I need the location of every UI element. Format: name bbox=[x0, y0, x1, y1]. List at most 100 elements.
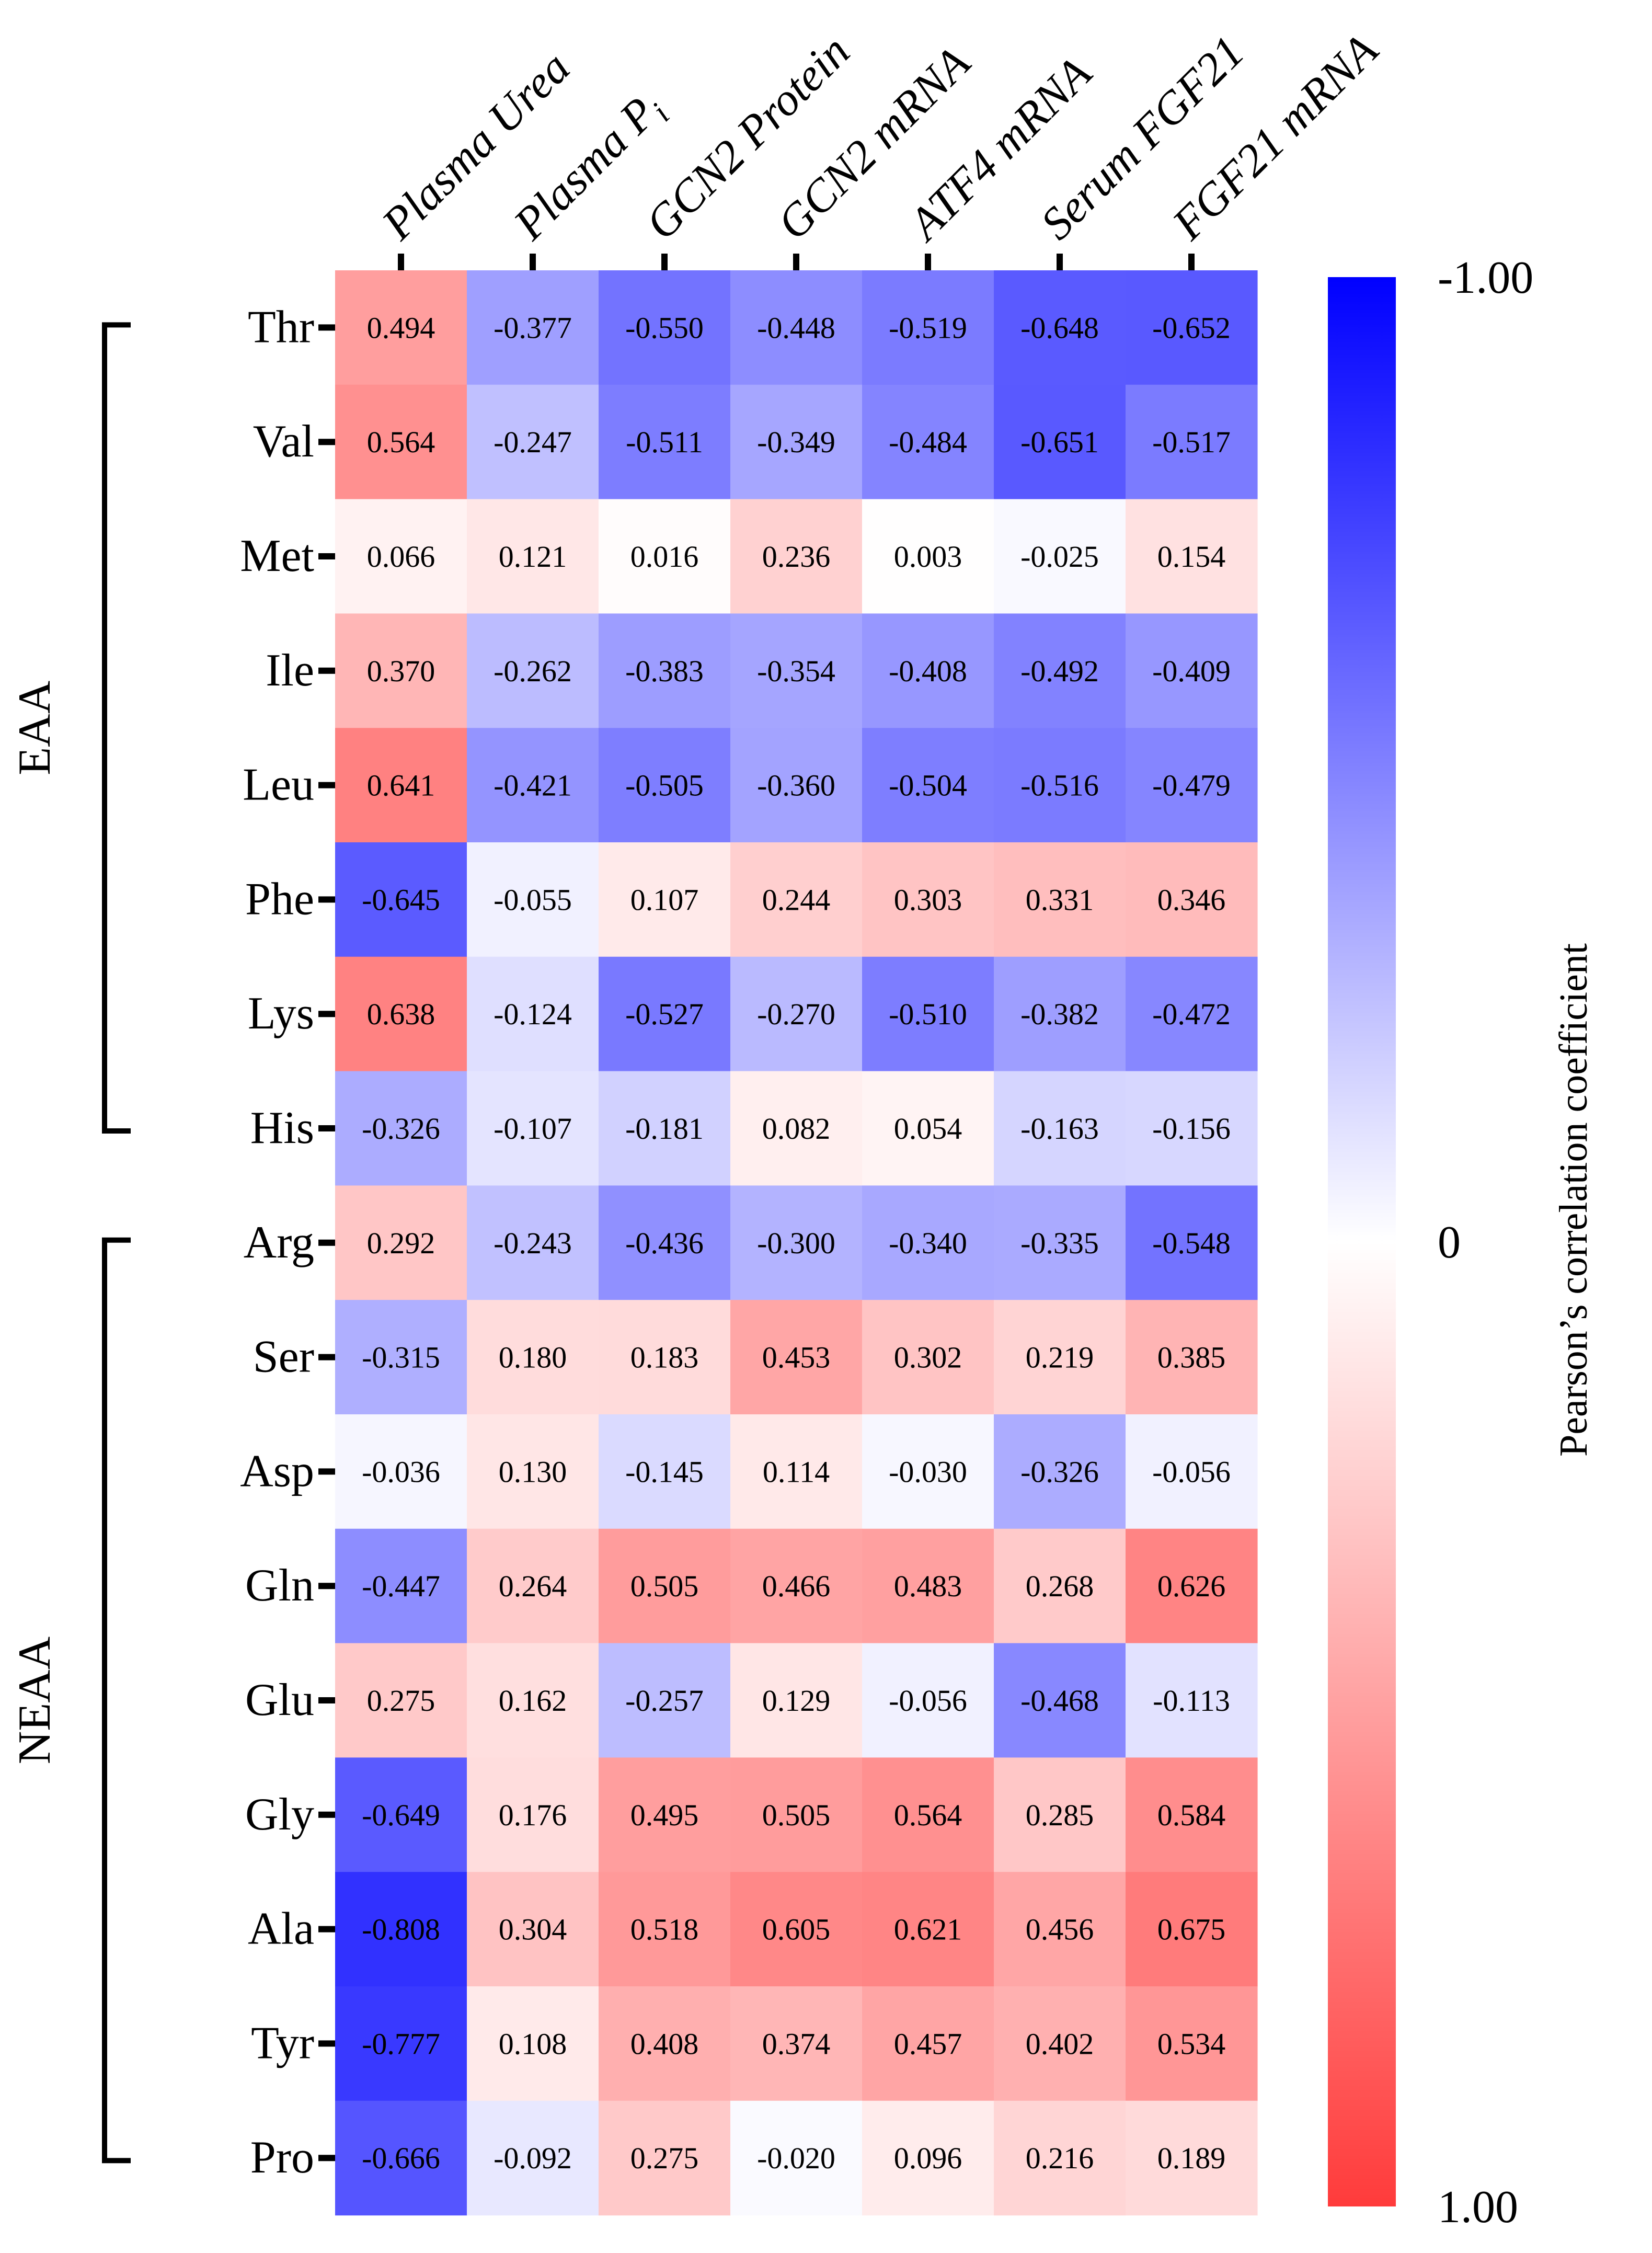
cell-value-label: -0.124 bbox=[494, 997, 572, 1031]
cell-value-label: -0.472 bbox=[1152, 997, 1231, 1031]
cell-ser-1 bbox=[335, 1300, 467, 1415]
cell-value-label: 0.584 bbox=[1157, 1798, 1226, 1832]
cell-value-label: 0.534 bbox=[1157, 2027, 1226, 2061]
cell-value-label: 0.385 bbox=[1157, 1341, 1226, 1375]
cell-gly-5 bbox=[862, 1757, 994, 1872]
cell-lys-1 bbox=[335, 956, 467, 1072]
cell-value-label: -0.262 bbox=[494, 654, 572, 688]
cell-ile-7 bbox=[1126, 613, 1258, 728]
cell-value-label: 0.304 bbox=[499, 1913, 567, 1947]
group-bracket-neaa bbox=[102, 1237, 131, 2164]
cell-value-label: 0.457 bbox=[894, 2027, 962, 2061]
cell-value-label: -0.408 bbox=[889, 654, 967, 688]
cell-value-label: 0.402 bbox=[1026, 2027, 1094, 2061]
cell-value-label: 0.626 bbox=[1157, 1569, 1226, 1603]
cell-glu-4 bbox=[730, 1643, 863, 1758]
row-axis: Thr Val Met Ile Leu Phe Lys His Arg Ser Asp Gln Glu G… bbox=[240, 302, 335, 2183]
cell-value-label: -0.315 bbox=[362, 1341, 440, 1375]
cell-ala-1 bbox=[335, 1872, 467, 1987]
cell-tyr-5 bbox=[862, 1986, 994, 2101]
cell-value-label: 0.183 bbox=[630, 1341, 699, 1375]
cell-phe-2 bbox=[467, 842, 599, 957]
group-label-neaa: NEAA bbox=[9, 1637, 60, 1764]
cell-thr-6 bbox=[994, 270, 1126, 385]
row-label-thr: Thr bbox=[248, 302, 314, 352]
cell-value-label: -0.257 bbox=[625, 1684, 704, 1718]
cell-value-label: -0.326 bbox=[362, 1112, 440, 1146]
cell-value-label: -0.360 bbox=[757, 769, 835, 803]
cell-ala-7 bbox=[1126, 1872, 1258, 1987]
cell-value-label: 0.564 bbox=[367, 425, 435, 459]
cell-value-label: -0.645 bbox=[362, 883, 440, 917]
cell-value-label: 0.518 bbox=[630, 1913, 699, 1947]
cell-value-label: 0.641 bbox=[367, 769, 435, 803]
cell-value-label: 0.121 bbox=[499, 540, 567, 574]
cell-gly-3 bbox=[599, 1757, 731, 1872]
cell-phe-1 bbox=[335, 842, 467, 957]
row-label-val: Val bbox=[253, 416, 314, 467]
row-label-ile: Ile bbox=[266, 645, 314, 696]
cell-value-label: -0.354 bbox=[757, 654, 835, 688]
cell-value-label: 0.180 bbox=[499, 1341, 567, 1375]
cell-value-label: -0.113 bbox=[1153, 1684, 1230, 1718]
cell-phe-5 bbox=[862, 842, 994, 957]
cell-gln-5 bbox=[862, 1528, 994, 1644]
cell-pro-5 bbox=[862, 2100, 994, 2216]
cell-ala-2 bbox=[467, 1872, 599, 1987]
cell-value-label: -0.504 bbox=[889, 769, 967, 803]
cell-value-label: 0.675 bbox=[1157, 1913, 1226, 1947]
cell-pro-3 bbox=[599, 2100, 731, 2216]
cell-value-label: -0.519 bbox=[889, 311, 967, 345]
group-brackets: EAA NEAA bbox=[9, 322, 131, 2164]
cell-phe-3 bbox=[599, 842, 731, 957]
cell-value-label: -0.548 bbox=[1152, 1226, 1231, 1260]
cell-value-label: 0.303 bbox=[894, 883, 962, 917]
cell-thr-2 bbox=[467, 270, 599, 385]
cell-value-label: 0.219 bbox=[1026, 1341, 1094, 1375]
cell-value-label: -0.448 bbox=[757, 311, 835, 345]
cell-value-label: -0.145 bbox=[625, 1455, 704, 1489]
cell-value-label: 0.268 bbox=[1026, 1569, 1094, 1603]
cell-ile-6 bbox=[994, 613, 1126, 728]
cell-value-label: 0.605 bbox=[762, 1913, 831, 1947]
cell-leu-1 bbox=[335, 728, 467, 843]
cell-glu-2 bbox=[467, 1643, 599, 1758]
colorbar-gradient bbox=[1328, 277, 1396, 2206]
cell-value-label: -0.340 bbox=[889, 1226, 967, 1260]
cell-tyr-3 bbox=[599, 1986, 731, 2101]
cell-gly-2 bbox=[467, 1757, 599, 1872]
cell-phe-4 bbox=[730, 842, 863, 957]
cell-arg-7 bbox=[1126, 1185, 1258, 1300]
cell-arg-3 bbox=[599, 1185, 731, 1300]
cell-value-label: -0.550 bbox=[625, 311, 704, 345]
cell-value-label: 0.408 bbox=[630, 2027, 699, 2061]
cell-value-label: 0.275 bbox=[630, 2141, 699, 2175]
row-label-pro: Pro bbox=[250, 2132, 314, 2183]
cell-his-3 bbox=[599, 1071, 731, 1186]
row-label-lys: Lys bbox=[248, 988, 314, 1039]
cell-asp-1 bbox=[335, 1414, 467, 1529]
row-label-phe: Phe bbox=[245, 874, 314, 924]
cell-ser-2 bbox=[467, 1300, 599, 1415]
cell-met-5 bbox=[862, 499, 994, 614]
cell-ala-4 bbox=[730, 1872, 863, 1987]
cell-value-label: 0.374 bbox=[762, 2027, 831, 2061]
cell-value-label: 0.189 bbox=[1157, 2141, 1226, 2175]
cell-value-label: -0.163 bbox=[1020, 1112, 1099, 1146]
cell-value-label: -0.436 bbox=[625, 1226, 704, 1260]
cell-his-5 bbox=[862, 1071, 994, 1186]
cell-value-label: 0.162 bbox=[499, 1684, 567, 1718]
cell-value-label: 0.370 bbox=[367, 654, 435, 688]
cell-leu-2 bbox=[467, 728, 599, 843]
cell-value-label: -0.516 bbox=[1020, 769, 1099, 803]
colorbar: -1.00 0 1.00 Pearson’s correlation coeffici… bbox=[1328, 253, 1596, 2233]
cell-phe-7 bbox=[1126, 842, 1258, 957]
cell-value-label: -0.649 bbox=[362, 1798, 440, 1832]
cell-pro-6 bbox=[994, 2100, 1126, 2216]
cell-ser-3 bbox=[599, 1300, 731, 1415]
cell-asp-4 bbox=[730, 1414, 863, 1529]
cell-arg-2 bbox=[467, 1185, 599, 1300]
cell-value-label: 0.264 bbox=[499, 1569, 567, 1603]
colorbar-title: Pearson’s correlation coefficient bbox=[1552, 943, 1596, 1457]
